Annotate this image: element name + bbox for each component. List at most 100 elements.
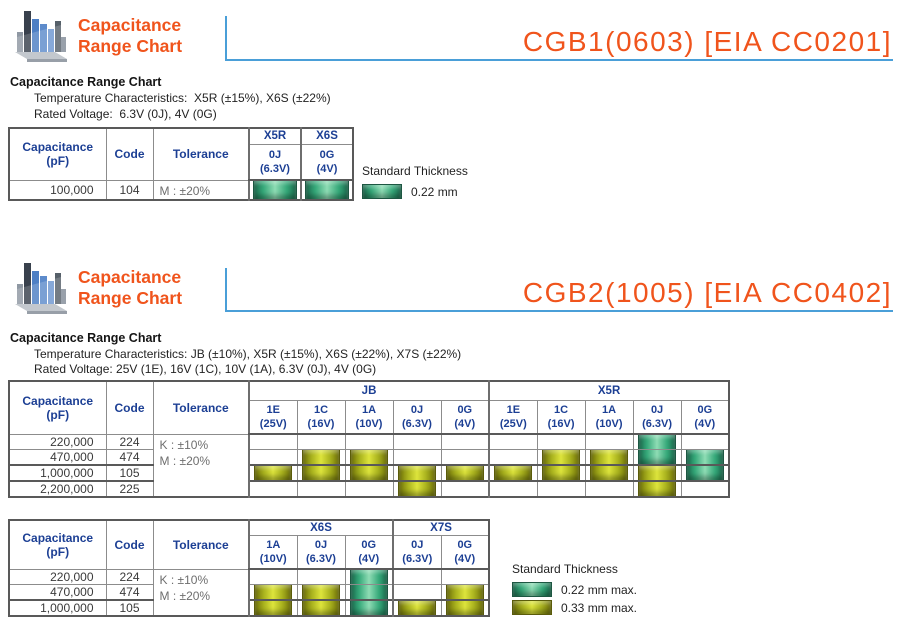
table-row: 470,000 474: [8, 583, 490, 600]
logo-caption: Capacitance Range Chart: [78, 15, 182, 57]
code-value-cell: 105: [105, 463, 154, 481]
voltage-range-cell: [584, 463, 634, 481]
voltage-range-cell: [536, 479, 586, 497]
voltage-column-header: 0G (4V): [440, 534, 490, 570]
voltage-column-header: 1A (10V): [344, 399, 394, 435]
tolerance-cell: K : ±10% M : ±20%: [152, 433, 250, 497]
capacitance-value-cell: 470,000: [8, 583, 107, 600]
voltage-range-cell: [248, 568, 298, 585]
voltage-range-cell: [248, 448, 298, 465]
title-rule-vertical: [225, 16, 227, 60]
bar-chart-logo-icon: [14, 7, 68, 63]
voltage-column-header: 1E (25V): [488, 399, 538, 435]
voltage-column-header: 0G (4V): [680, 399, 730, 435]
voltage-range-cell: [536, 433, 586, 450]
title-rule-horizontal: [225, 59, 893, 61]
voltage-column-header: 0G (4V): [300, 143, 354, 181]
table-row: 1,000,000 105: [8, 598, 490, 616]
voltage-range-cell: [584, 479, 634, 497]
voltage-range-cell: [296, 598, 346, 616]
code-value-cell: 224: [105, 568, 154, 585]
tolerance-header: Tolerance: [152, 519, 250, 570]
voltage-range-cell: [392, 598, 442, 616]
capacitance-header: Capacitance (pF): [8, 127, 107, 181]
table-row: 220,000 224 K : ±10% M : ±20%: [8, 433, 730, 497]
code-value-cell: 474: [105, 448, 154, 465]
cgb1-range-table-container: Capacitance (pF) Code Tolerance X5R X6S 0J (6.…: [8, 127, 354, 201]
voltage-column-header: 0G (4V): [440, 399, 490, 435]
legend-item-label: 0.22 mm max.: [561, 582, 638, 597]
voltage-range-cell: [344, 479, 394, 497]
temperature-characteristics-line: Temperature Characteristics: JB (±10%), …: [34, 347, 462, 361]
teal-thickness-swatch: [362, 184, 402, 199]
voltage-column-header: 0J (6.3V): [248, 143, 302, 181]
voltage-range-cell: [296, 433, 346, 450]
voltage-range-cell: [248, 179, 302, 200]
voltage-range-cell: [296, 568, 346, 585]
voltage-range-cell: [248, 479, 298, 497]
capacitance-header: Capacitance (pF): [8, 519, 107, 570]
voltage-range-cell: [488, 463, 538, 481]
voltage-column-header: 1C (16V): [296, 399, 346, 435]
code-value-cell: 474: [105, 583, 154, 600]
voltage-range-cell: [344, 568, 394, 585]
thickness-legend-cgb2: Standard Thickness 0.22 mm max. 0.33 mm …: [512, 562, 637, 615]
logo-caption-line1: Capacitance: [78, 15, 182, 35]
table-row: 470,000 474: [8, 448, 730, 465]
voltage-range-cell: [536, 463, 586, 481]
temp-characteristic-group-header: X7S: [392, 519, 490, 536]
voltage-range-cell: [632, 433, 682, 450]
voltage-range-cell: [392, 448, 442, 465]
capacitance-value-cell: 1,000,000: [8, 463, 107, 481]
voltage-range-cell: [344, 463, 394, 481]
capacitance-value-cell: 2,200,000: [8, 479, 107, 497]
voltage-range-cell: [296, 448, 346, 465]
voltage-range-cell: [392, 568, 442, 585]
temp-characteristic-group-header: X6S: [300, 127, 354, 145]
legend-item-label: 0.33 mm max.: [561, 600, 638, 615]
voltage-range-cell: [584, 448, 634, 465]
legend-item-label: 0.22 mm: [411, 184, 458, 199]
voltage-range-cell: [300, 179, 354, 200]
rated-voltage-line: Rated Voltage: 25V (1E), 16V (1C), 10V (…: [34, 362, 377, 376]
voltage-range-cell: [680, 463, 730, 481]
voltage-range-cell: [248, 433, 298, 450]
voltage-range-cell: [440, 463, 490, 481]
capacitance-value-cell: 100,000: [8, 179, 107, 200]
voltage-range-cell: [392, 479, 442, 497]
cgb2-range-table-jb-x5r-container: Capacitance (pF) Code Tolerance JB X5R 1E (25V…: [8, 380, 731, 498]
voltage-range-cell: [344, 598, 394, 616]
logo-caption-line2: Range Chart: [78, 36, 183, 56]
table-row: 100,000 104 M : ±20%: [8, 179, 354, 200]
voltage-column-header: 1C (16V): [536, 399, 586, 435]
voltage-range-cell: [344, 448, 394, 465]
tolerance-cell: K : ±10% M : ±20%: [152, 568, 250, 616]
temp-characteristic-group-header: X5R: [488, 380, 730, 401]
thickness-legend-cgb1: Standard Thickness 0.22 mm: [362, 164, 468, 199]
yellow-thickness-swatch: [512, 600, 552, 615]
code-value-cell: 105: [105, 598, 154, 616]
section-heading: Capacitance Range Chart: [10, 331, 162, 345]
code-header: Code: [105, 127, 154, 181]
voltage-range-cell: [392, 463, 442, 481]
voltage-range-cell: [344, 583, 394, 600]
legend-item: 0.22 mm max.: [512, 582, 637, 597]
legend-title: Standard Thickness: [512, 562, 618, 576]
cgb2-range-table-x6s-x7s-container: Capacitance (pF) Code Tolerance X6S X7S 1A (10…: [8, 519, 491, 617]
voltage-range-cell: [440, 583, 490, 600]
rated-voltage-line: Rated Voltage: 6.3V (0J), 4V (0G): [34, 107, 217, 121]
voltage-range-cell: [680, 448, 730, 465]
title-rule-horizontal: [225, 310, 893, 312]
code-value-cell: 225: [105, 479, 154, 497]
logo-caption-line1: Capacitance: [78, 267, 182, 287]
voltage-range-cell: [440, 448, 490, 465]
table-row: 1,000,000 105: [8, 463, 730, 481]
voltage-range-cell: [440, 568, 490, 585]
cgb2-capacitance-range-table-jb-x5r: Capacitance (pF) Code Tolerance JB X5R 1E (25V…: [8, 380, 731, 498]
capacitance-value-cell: 1,000,000: [8, 598, 107, 616]
code-value-cell: 104: [105, 179, 154, 200]
voltage-column-header: 1E (25V): [248, 399, 298, 435]
voltage-range-cell: [440, 433, 490, 450]
voltage-column-header: 0G (4V): [344, 534, 394, 570]
